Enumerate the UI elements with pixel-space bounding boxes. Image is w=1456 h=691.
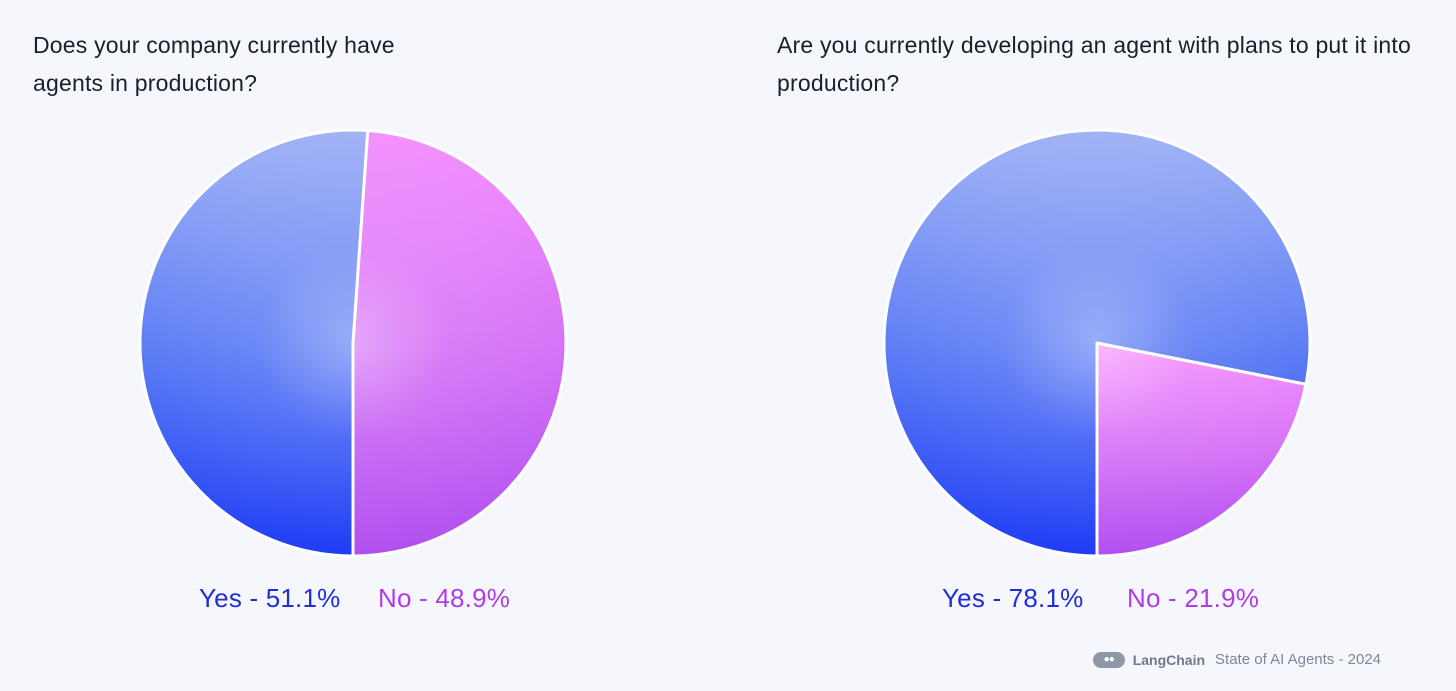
pie-slice-yes [138, 128, 370, 558]
footer-brand: LangChain [1132, 651, 1206, 668]
chart-title: Are you currently developing an agent wi… [777, 32, 1411, 96]
pie-chart [138, 128, 568, 558]
legend-yes: Yes - 78.1% [942, 583, 1084, 613]
chart-panel-1: Does your company currently have agents … [0, 0, 720, 691]
langchain-logo-icon: ●● [1092, 651, 1125, 668]
footer: ●● LangChain State of AI Agents - 2024 [1092, 651, 1381, 668]
legend-yes: Yes - 51.1% [199, 583, 341, 613]
pie-chart [882, 128, 1312, 558]
footer-text: State of AI Agents - 2024 [1215, 651, 1381, 668]
legend-no: No - 48.9% [378, 583, 511, 613]
legend-no: No - 21.9% [1127, 583, 1260, 613]
pie-slice-no [351, 129, 568, 558]
chart-panel-2: Are you currently developing an agent wi… [745, 0, 1456, 691]
chart-title: Does your company currently have agents … [33, 32, 395, 96]
